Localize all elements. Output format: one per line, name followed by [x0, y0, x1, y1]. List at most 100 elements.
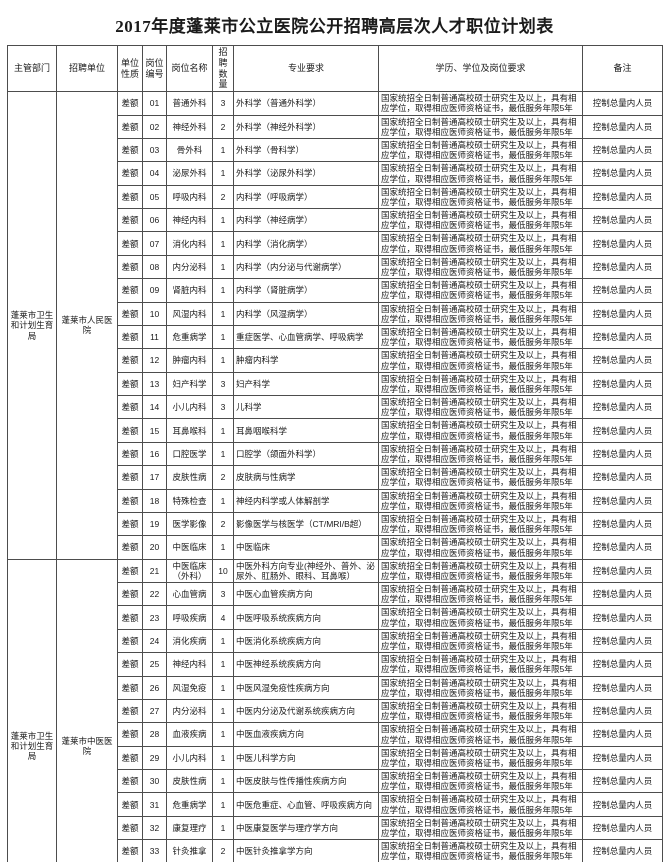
remark-cell: 控制总量内人员 [582, 628, 663, 654]
header-row: 主管部门 招聘单位 单位性质 岗位编号 岗位名称 招聘数量 专业要求 学历、学位及岗位要求 备注 [7, 44, 663, 93]
unit-nature-cell: 差额 [117, 348, 143, 373]
remark-cell: 控制总量内人员 [582, 605, 663, 630]
degree-requirement-cell: 国家统招全日制普通高校硕士研究生及以上，具有相应学位，取得相应医师资格证书，最低… [378, 301, 583, 326]
position-number-cell: 32 [142, 815, 167, 841]
remark-cell: 控制总量内人员 [582, 675, 663, 700]
position-name-cell: 肿瘤内科 [166, 348, 213, 373]
column-header: 学历、学位及岗位要求 [378, 44, 583, 93]
recruitment-plan-table: 主管部门 招聘单位 单位性质 岗位编号 岗位名称 招聘数量 专业要求 学历、学位及岗位要求 备注… [7, 44, 663, 862]
recruit-quantity-cell: 1 [212, 628, 234, 654]
position-name-cell: 口腔医学 [166, 441, 213, 467]
table-row: 差额 07 消化内科 1 内科学（消化病学） 国家统招全日制普通高校硕士研究生及以上，具有… [8, 231, 663, 256]
table-row: 差额 08 内分泌科 1 内科学（内分泌与代谢病学） 国家统招全日制普通高校硕士研究生及以… [8, 254, 663, 280]
position-number-cell: 20 [142, 535, 167, 560]
degree-requirement-cell: 国家统招全日制普通高校硕士研究生及以上，具有相应学位，取得相应医师资格证书，最低… [378, 441, 583, 467]
remark-cell: 控制总量内人员 [582, 91, 663, 116]
remark-cell: 控制总量内人员 [582, 161, 663, 186]
recruit-quantity-cell: 3 [212, 395, 234, 420]
position-name-cell: 小儿内科 [166, 745, 213, 771]
column-header: 岗位名称 [166, 44, 213, 93]
unit-nature-cell: 差额 [117, 511, 143, 537]
recruit-quantity-cell: 2 [212, 184, 234, 210]
position-name-cell: 心血管病 [166, 582, 213, 607]
position-number-cell: 07 [142, 231, 167, 256]
degree-requirement-cell: 国家统招全日制普通高校硕士研究生及以上，具有相应学位，取得相应医师资格证书，最低… [378, 698, 583, 724]
position-name-cell: 中医临床（外科） [166, 558, 213, 584]
table-row: 差额 13 妇产科学 3 妇产科学 国家统招全日制普通高校硕士研究生及以上，具有相应学位，… [8, 371, 663, 397]
table-row: 差额 24 消化疾病 1 中医消化系统疾病方向 国家统招全日制普通高校硕士研究生及以上，具… [8, 628, 663, 654]
major-requirement-cell: 中医儿科学方向 [233, 745, 379, 771]
unit-nature-cell: 差额 [117, 792, 143, 817]
department-cell: 蓬莱市卫生和计划生育局 [7, 91, 57, 560]
unit-nature-cell: 差额 [117, 184, 143, 210]
unit-nature-cell: 差额 [117, 535, 143, 560]
column-header: 招聘数量 [212, 44, 234, 93]
unit-nature-cell: 差额 [117, 582, 143, 607]
unit-nature-cell: 差额 [117, 698, 143, 724]
unit-nature-cell: 差额 [117, 418, 143, 443]
remark-cell: 控制总量内人员 [582, 465, 663, 490]
degree-requirement-cell: 国家统招全日制普通高校硕士研究生及以上，具有相应学位，取得相应医师资格证书，最低… [378, 418, 583, 443]
degree-requirement-cell: 国家统招全日制普通高校硕士研究生及以上，具有相应学位，取得相应医师资格证书，最低… [378, 395, 583, 420]
column-header: 备注 [582, 44, 663, 93]
degree-requirement-cell: 国家统招全日制普通高校硕士研究生及以上，具有相应学位，取得相应医师资格证书，最低… [378, 161, 583, 186]
position-name-cell: 中医临床 [166, 535, 213, 560]
unit-nature-cell: 差额 [117, 675, 143, 700]
degree-requirement-cell: 国家统招全日制普通高校硕士研究生及以上，具有相应学位，取得相应医师资格证书，最低… [378, 769, 583, 794]
position-number-cell: 24 [142, 628, 167, 654]
remark-cell: 控制总量内人员 [582, 652, 663, 677]
unit-nature-cell: 差额 [117, 161, 143, 186]
remark-cell: 控制总量内人员 [582, 371, 663, 397]
position-name-cell: 血液疾病 [166, 722, 213, 747]
major-requirement-cell: 内科学（呼吸病学） [233, 184, 379, 210]
unit-nature-cell: 差额 [117, 301, 143, 326]
position-number-cell: 23 [142, 605, 167, 630]
recruit-quantity-cell: 1 [212, 652, 234, 677]
position-number-cell: 25 [142, 652, 167, 677]
degree-requirement-cell: 国家统招全日制普通高校硕士研究生及以上，具有相应学位，取得相应医师资格证书，最低… [378, 511, 583, 537]
major-requirement-cell: 中医心血管疾病方向 [233, 582, 379, 607]
major-requirement-cell: 外科学（普通外科学） [233, 91, 379, 116]
position-name-cell: 小儿内科 [166, 395, 213, 420]
remark-cell: 控制总量内人员 [582, 792, 663, 817]
position-number-cell: 04 [142, 161, 167, 186]
remark-cell: 控制总量内人员 [582, 254, 663, 280]
position-name-cell: 肾脏内科 [166, 278, 213, 303]
major-requirement-cell: 中医消化系统疾病方向 [233, 628, 379, 654]
column-header: 单位性质 [117, 44, 143, 93]
position-number-cell: 06 [142, 208, 167, 233]
table-row: 差额 18 特殊检查 1 神经内科学或人体解剖学 国家统招全日制普通高校硕士研究生及以上，… [8, 488, 663, 513]
column-header: 专业要求 [233, 44, 379, 93]
remark-cell: 控制总量内人员 [582, 301, 663, 326]
unit-nature-cell: 差额 [117, 745, 143, 771]
degree-requirement-cell: 国家统招全日制普通高校硕士研究生及以上，具有相应学位，取得相应医师资格证书，最低… [378, 558, 583, 584]
degree-requirement-cell: 国家统招全日制普通高校硕士研究生及以上，具有相应学位，取得相应医师资格证书，最低… [378, 91, 583, 116]
major-requirement-cell: 中医血液疾病方向 [233, 722, 379, 747]
unit-nature-cell: 差额 [117, 488, 143, 513]
position-name-cell: 呼吸内科 [166, 184, 213, 210]
unit-nature-cell: 差额 [117, 254, 143, 280]
position-name-cell: 医学影像 [166, 511, 213, 537]
page-title: 2017年度蓬莱市公立医院公开招聘高层次人才职位计划表 [115, 17, 554, 36]
position-name-cell: 神经内科 [166, 208, 213, 233]
table-row: 差额 33 针灸推拿 2 中医针灸推拿学方向 国家统招全日制普通高校硕士研究生及以上，具有… [8, 839, 663, 862]
major-requirement-cell: 中医呼吸系统疾病方向 [233, 605, 379, 630]
recruit-quantity-cell: 1 [212, 208, 234, 233]
major-requirement-cell: 中医外科方向专业(神经外、普外、泌尿外、肛肠外、眼科、耳鼻喉） [233, 558, 379, 584]
position-number-cell: 29 [142, 745, 167, 771]
degree-requirement-cell: 国家统招全日制普通高校硕士研究生及以上，具有相应学位，取得相应医师资格证书，最低… [378, 792, 583, 817]
column-header: 主管部门 [7, 44, 57, 93]
remark-cell: 控制总量内人员 [582, 208, 663, 233]
major-requirement-cell: 外科学（泌尿外科学） [233, 161, 379, 186]
remark-cell: 控制总量内人员 [582, 137, 663, 163]
recruit-quantity-cell: 3 [212, 91, 234, 116]
position-name-cell: 骨外科 [166, 137, 213, 163]
degree-requirement-cell: 国家统招全日制普通高校硕士研究生及以上，具有相应学位，取得相应医师资格证书，最低… [378, 722, 583, 747]
unit-nature-cell: 差额 [117, 839, 143, 862]
position-name-cell: 消化疾病 [166, 628, 213, 654]
table-row: 差额 09 肾脏内科 1 内科学（肾脏病学） 国家统招全日制普通高校硕士研究生及以上，具有… [8, 278, 663, 303]
degree-requirement-cell: 国家统招全日制普通高校硕士研究生及以上，具有相应学位，取得相应医师资格证书，最低… [378, 231, 583, 256]
table-row: 差额 02 神经外科 2 外科学（神经外科学） 国家统招全日制普通高校硕士研究生及以上，具… [8, 114, 663, 139]
remark-cell: 控制总量内人员 [582, 231, 663, 256]
